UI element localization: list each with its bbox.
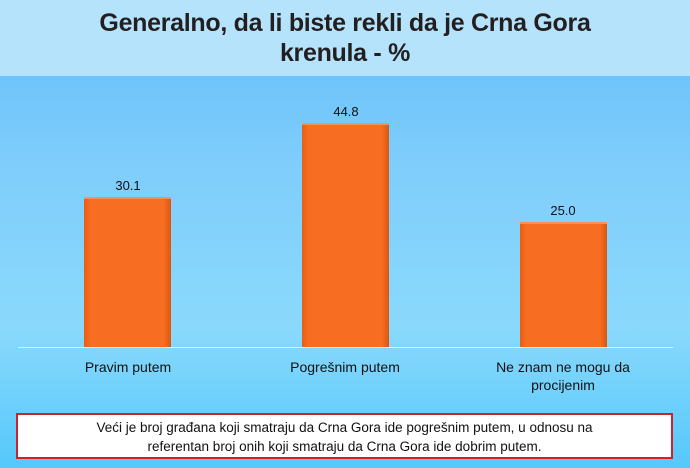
category-text-line2: procijenim (531, 377, 595, 393)
value-label-ne-znam: 25.0 (550, 203, 576, 218)
category-label-ne-znam: Ne znam ne mogu da procijenim (463, 358, 663, 394)
chart-title-line1: Generalno, da li biste rekli da je Crna … (99, 9, 591, 37)
bar-pogresnim-putem (302, 123, 389, 347)
value-label-pogresnim: 44.8 (333, 104, 359, 119)
chart-title-line2: krenula - % (279, 39, 411, 67)
annotation-line1: Veći je broj građana koji smatraju da Cr… (96, 420, 593, 435)
bar-pravim-putem (84, 197, 171, 347)
category-text: Pogrešnim putem (290, 359, 400, 375)
annotation-box: Veći je broj građana koji smatraju da Cr… (16, 413, 673, 459)
bar-ne-znam (520, 222, 607, 347)
value-label-pravim: 30.1 (115, 178, 141, 193)
category-text: Pravim putem (84, 359, 172, 375)
annotation-line2: referentan broj onih koji smatraju da Cr… (147, 439, 542, 454)
category-label-pravim: Pravim putem (28, 358, 228, 376)
category-label-pogresnim: Pogrešnim putem (245, 358, 445, 376)
x-axis-line (18, 347, 673, 348)
title-band (0, 0, 690, 76)
chart-title: Generalno, da li biste rekli da je Crna … (0, 8, 690, 68)
category-text: Ne znam ne mogu da (496, 359, 630, 375)
